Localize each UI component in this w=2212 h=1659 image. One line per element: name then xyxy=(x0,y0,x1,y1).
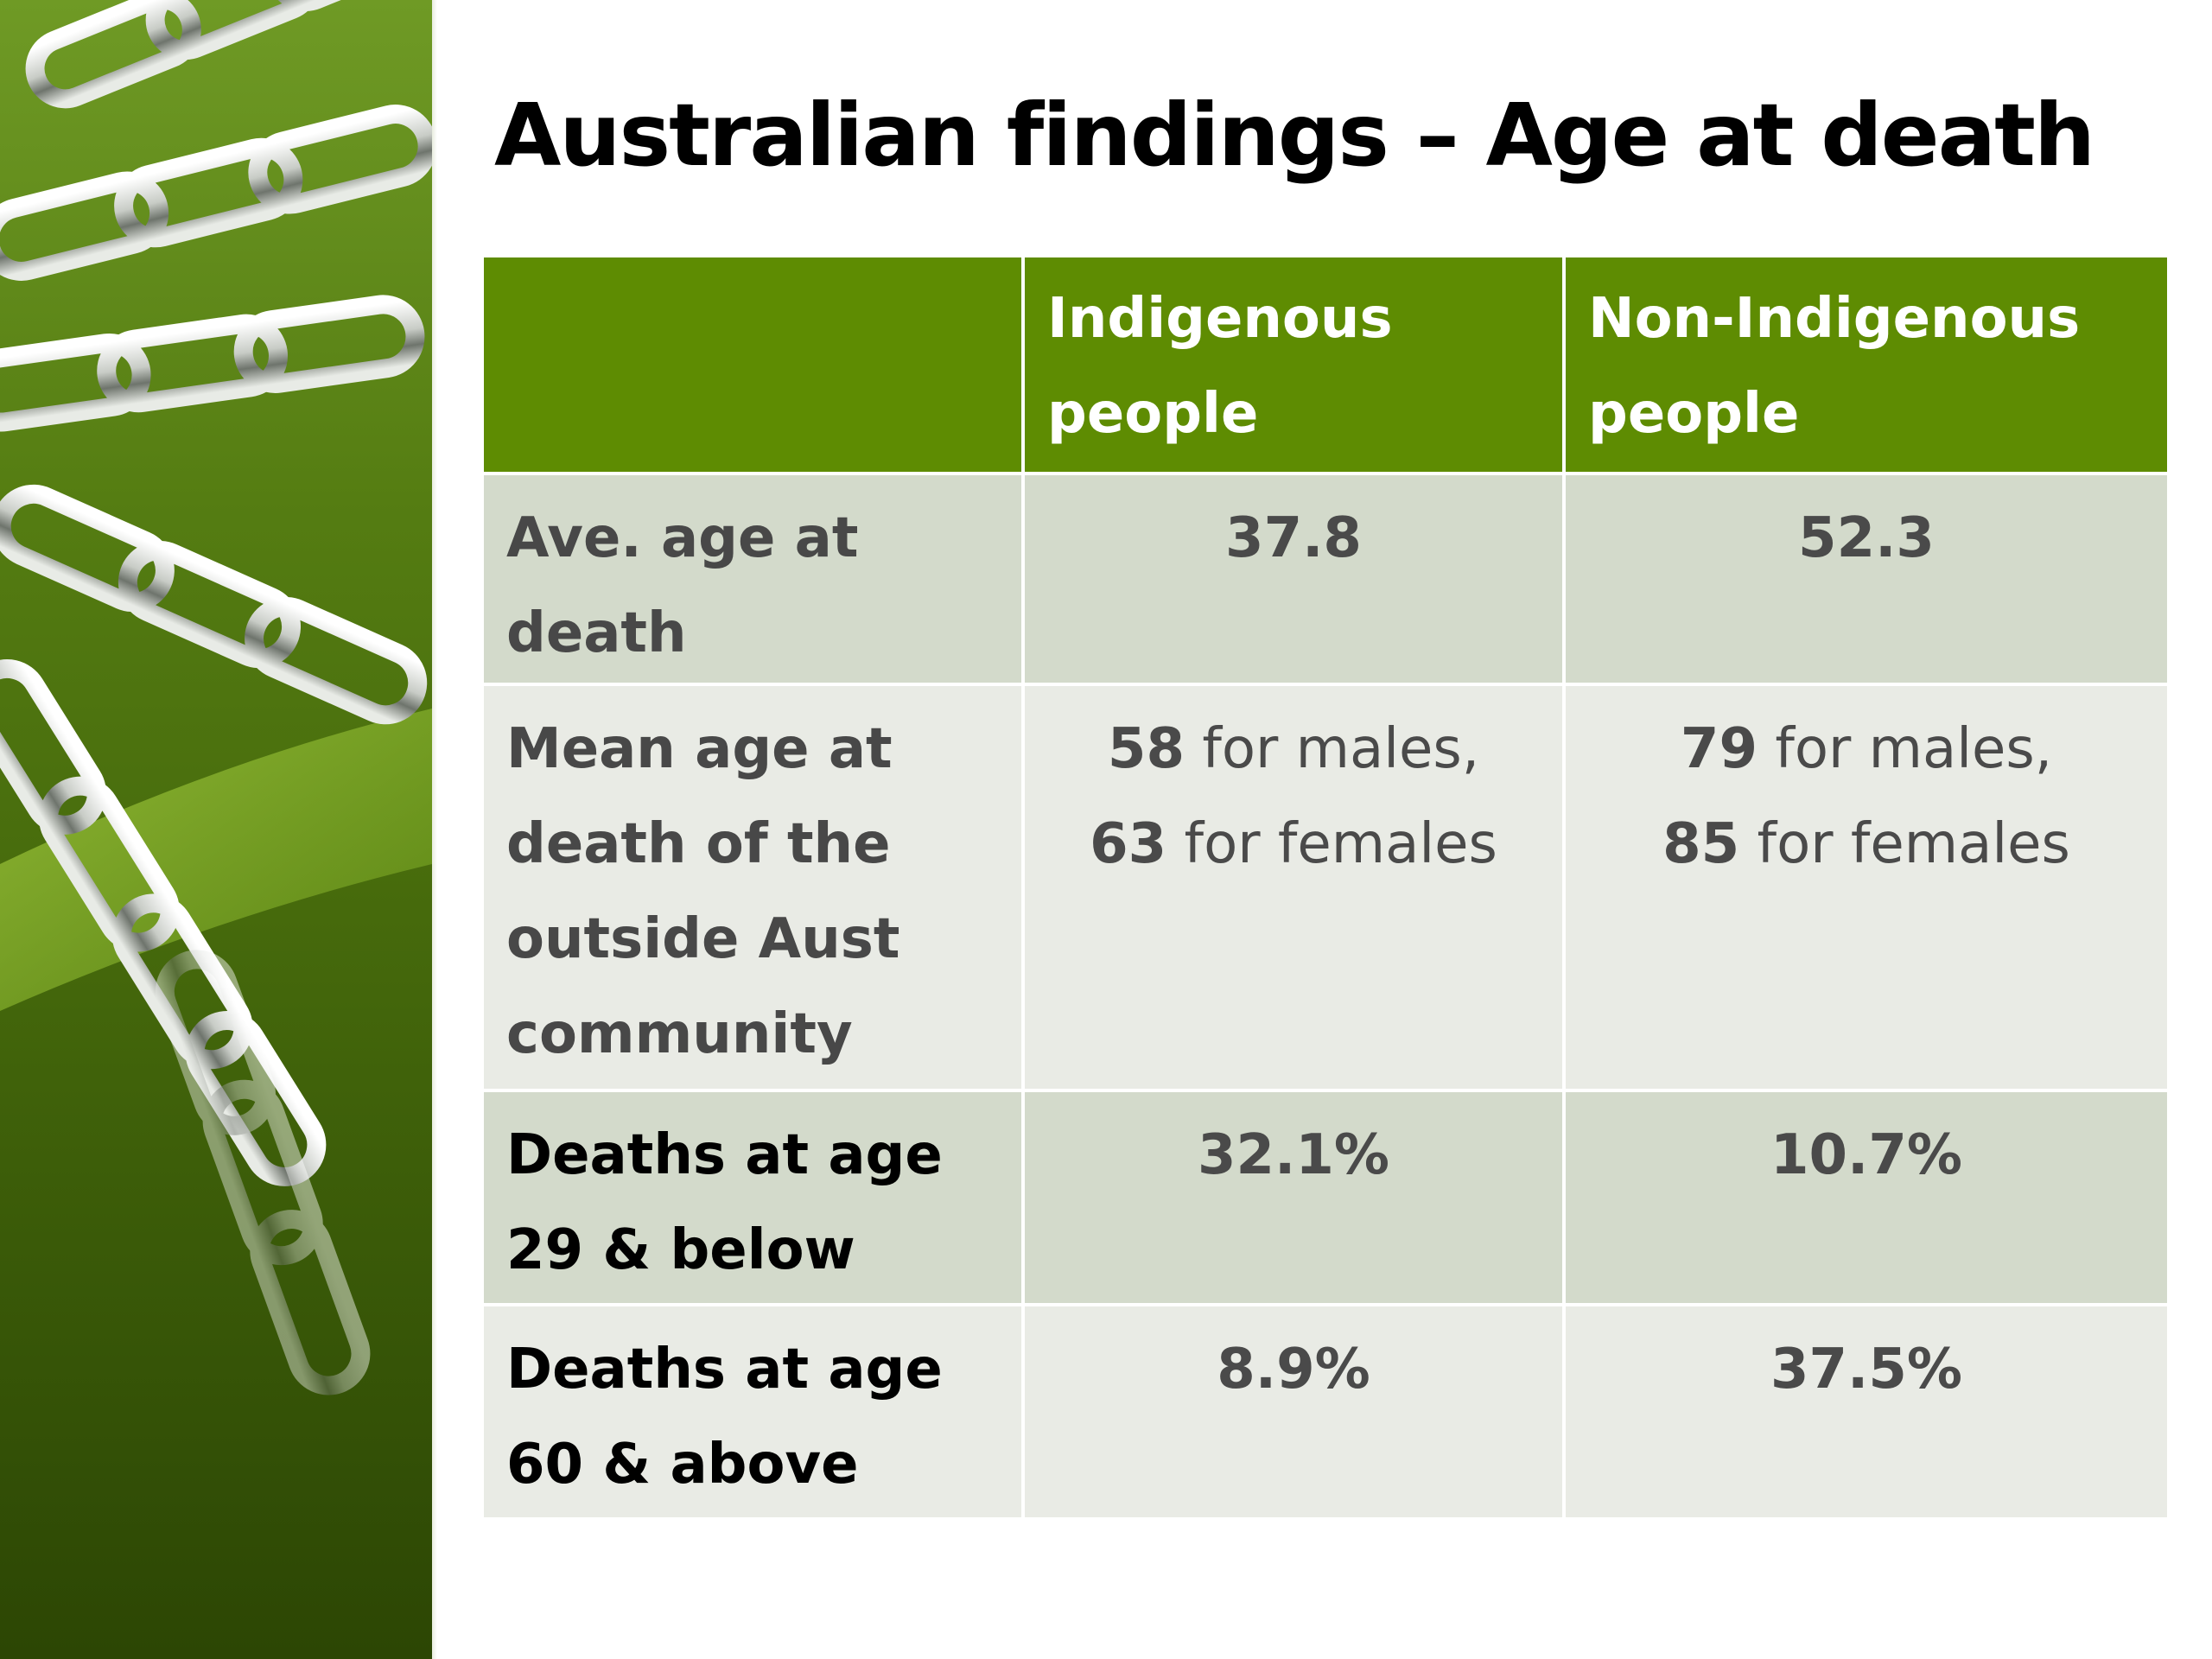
age-at-death-table: Indigenous people Non-Indigenous people … xyxy=(480,254,2171,1521)
males-age: 79 xyxy=(1680,717,1758,781)
row-label: Mean age at death of the outside Aust co… xyxy=(480,683,1025,1092)
indigenous-value: 8.9% xyxy=(1021,1303,1566,1521)
panel-divider xyxy=(432,0,437,1659)
chain-links-icon xyxy=(0,0,432,1395)
males-text: for males, xyxy=(1184,717,1480,781)
row-label: Deaths at age 29 & below xyxy=(480,1089,1025,1306)
females-text: for females xyxy=(1166,812,1497,876)
decorative-chain-panel xyxy=(0,0,432,1659)
females-text: for females xyxy=(1739,812,2070,876)
row-label: Ave. age at death xyxy=(480,472,1025,686)
non-indigenous-value: 52.3 xyxy=(1562,472,2171,686)
non-indigenous-value: 10.7% xyxy=(1562,1089,2171,1306)
non-indigenous-value: 79 for males, 85 for females xyxy=(1562,683,2171,1092)
males-age: 58 xyxy=(1107,717,1185,781)
females-age: 85 xyxy=(1662,812,1740,876)
table-row: Deaths at age 29 & below 32.1% 10.7% xyxy=(480,1089,2171,1306)
indigenous-value: 37.8 xyxy=(1021,472,1566,686)
row-label: Deaths at age 60 & above xyxy=(480,1303,1025,1521)
table-header-row: Indigenous people Non-Indigenous people xyxy=(480,254,2171,475)
males-text: for males, xyxy=(1757,717,2053,781)
indigenous-value: 32.1% xyxy=(1021,1089,1566,1306)
table-row: Ave. age at death 37.8 52.3 xyxy=(480,472,2171,686)
table-row: Deaths at age 60 & above 8.9% 37.5% xyxy=(480,1303,2171,1521)
females-age: 63 xyxy=(1090,812,1167,876)
header-non-indigenous: Non-Indigenous people xyxy=(1562,254,2171,475)
indigenous-value: 58 for males, 63 for females xyxy=(1021,683,1566,1092)
non-indigenous-value: 37.5% xyxy=(1562,1303,2171,1521)
page-title: Australian findings – Age at death xyxy=(494,85,2095,186)
header-empty-cell xyxy=(480,254,1025,475)
table-row: Mean age at death of the outside Aust co… xyxy=(480,683,2171,1092)
header-indigenous: Indigenous people xyxy=(1021,254,1566,475)
